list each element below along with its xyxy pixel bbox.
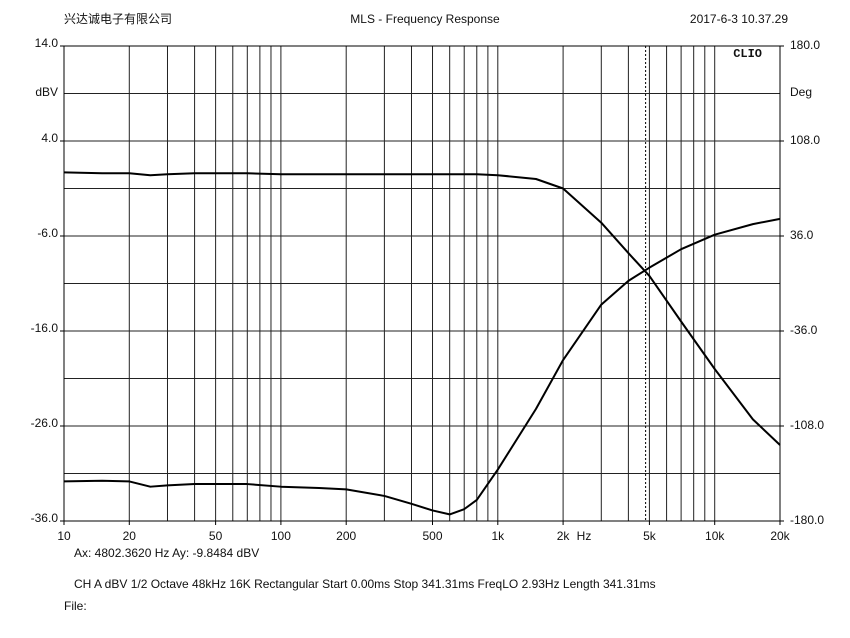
y2-tick-label: -36.0 [790,323,818,337]
y-tick-label: -26.0 [31,416,59,430]
x-tick-label: 2k [557,529,571,543]
x-tick-label: 500 [422,529,442,543]
y-tick-label: -36.0 [31,511,59,525]
header-left: 兴达诚电子有限公司 [64,12,172,26]
header-right: 2017-6-3 10.37.29 [690,12,788,26]
y-axis-label: dBV [35,85,58,99]
x-tick-label: 20k [770,529,790,543]
series-line [63,171,781,446]
y-tick-label: 14.0 [35,36,59,50]
y2-tick-label: 108.0 [790,133,820,147]
x-tick-label: 200 [336,529,356,543]
x-tick-label: 10 [57,529,71,543]
brand: CLIO [733,47,762,61]
y-tick-label: -16.0 [31,321,59,335]
y2-tick-label: 36.0 [790,228,814,242]
y2-tick-label: -108.0 [790,418,824,432]
series-line [63,217,781,516]
y2-axis-label: Deg [790,85,812,99]
x-tick-label: 1k [491,529,505,543]
x-tick-label: 5k [643,529,657,543]
y-tick-label: 4.0 [41,131,58,145]
x-tick-label: 20 [123,529,137,543]
y-tick-label: -6.0 [37,226,58,240]
cursor-readout: Ax: 4802.3620 Hz Ay: -9.8484 dBV [74,546,259,560]
plot-frame [63,45,781,522]
x-axis-label: Hz [577,529,592,543]
y2-tick-label: -180.0 [790,513,824,527]
settings: CH A dBV 1/2 Octave 48kHz 16K Rectangula… [74,577,656,591]
x-tick-label: 50 [209,529,223,543]
file-label: File: [64,599,87,613]
y2-tick-label: 180.0 [790,38,820,52]
chart-title: MLS - Frequency Response [350,12,500,26]
x-tick-label: 100 [271,529,291,543]
x-tick-label: 10k [705,529,725,543]
